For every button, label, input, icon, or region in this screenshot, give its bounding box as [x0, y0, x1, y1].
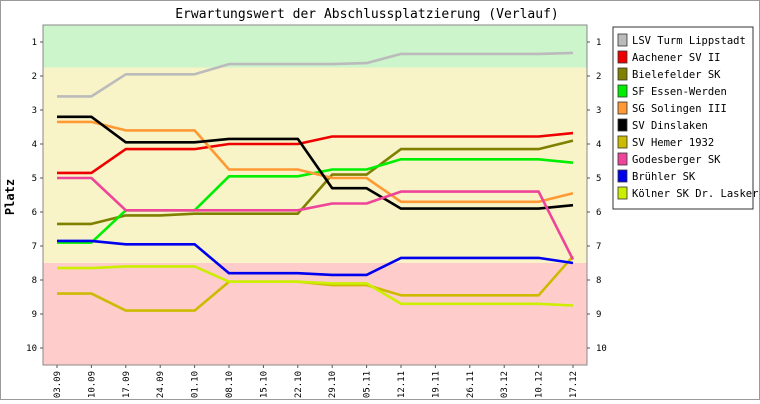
- legend-swatch: [617, 33, 628, 47]
- chart-title: Erwartungswert der Abschlussplatzierung …: [175, 7, 559, 22]
- y-axis-left: 1 2 3 4 5 6 7 8 9 10: [26, 38, 43, 354]
- x-tick-label: 12.11: [397, 371, 407, 398]
- legend-entry-label: Brühler SK: [632, 171, 696, 183]
- y-tick-label-left: 9: [32, 310, 37, 320]
- series-line-9: [57, 239, 574, 277]
- x-tick-label: 19.11: [431, 371, 441, 398]
- x-tick-label: 15.10: [259, 371, 269, 398]
- zone-band-2: [43, 263, 587, 365]
- series-lines: [57, 51, 575, 312]
- x-tick-label: 22.10: [294, 371, 304, 398]
- y-tick-label-left: 6: [32, 208, 37, 218]
- x-tick-label: 01.10: [191, 371, 201, 398]
- series-line-1: [57, 51, 574, 98]
- y-tick-label-right: 7: [596, 242, 601, 252]
- legend-swatch: [617, 50, 628, 64]
- legend-entry-label: Godesberger SK: [632, 154, 721, 166]
- series-line-8: [57, 176, 575, 261]
- y-axis-right: 1 2 3 4 5 6 7 8 9 10: [587, 38, 607, 354]
- series-line-5: [57, 120, 574, 204]
- legend-entry-label: Bielefelder SK: [632, 69, 721, 81]
- series-line-3: [57, 139, 574, 226]
- y-tick-label-right: 3: [596, 106, 601, 116]
- x-tick-label: 26.11: [466, 371, 476, 398]
- legend-box: [612, 26, 754, 210]
- y-tick-label-left: 7: [32, 242, 37, 252]
- x-tick-label: 08.10: [225, 371, 235, 398]
- y-tick-label-right: 4: [596, 140, 601, 150]
- x-tick-label: 03.09: [53, 371, 63, 398]
- zone-band-0: [43, 25, 587, 68]
- y-tick-label-left: 8: [32, 276, 37, 286]
- y-tick-label-left: 1: [32, 38, 37, 48]
- x-tick-label: 17.12: [569, 371, 579, 398]
- legend-swatch: [617, 101, 628, 115]
- legend-entry-label: Aachener SV II: [632, 52, 721, 64]
- y-tick-label-left: 4: [32, 140, 37, 150]
- y-axis-label: Platz: [3, 179, 17, 215]
- y-tick-label-right: 5: [596, 174, 601, 184]
- legend-entry-label: SG Solingen III: [632, 103, 727, 115]
- x-tick-label: 17.09: [122, 371, 132, 398]
- legend: LSV Turm Lippstadt Aachener SV II Bielefel…: [612, 26, 758, 210]
- legend-swatch: [617, 84, 628, 98]
- legend-entry-label: LSV Turm Lippstadt: [632, 35, 746, 47]
- legend-swatch: [617, 152, 628, 166]
- legend-entry-label: Kölner SK Dr. Lasker: [632, 188, 758, 200]
- y-tick-label-right: 6: [596, 208, 601, 218]
- y-tick-label-left: 5: [32, 174, 37, 184]
- series-line-10: [57, 265, 574, 307]
- legend-swatch: [617, 135, 628, 149]
- x-tick-label: 03.12: [500, 371, 510, 398]
- y-tick-label-right: 1: [596, 38, 601, 48]
- y-tick-label-right: 8: [596, 276, 601, 286]
- x-tick-label: 29.10: [328, 371, 338, 398]
- x-axis: 03.09 10.09 17.09 24.09 01.10 08.10 15.10 22.10…: [53, 365, 579, 398]
- x-tick-label: 24.09: [156, 371, 166, 398]
- x-tick-label: 05.11: [363, 371, 373, 398]
- y-tick-label-right: 2: [596, 72, 601, 82]
- plot-frame: [42, 24, 588, 366]
- y-tick-label-right: 9: [596, 310, 601, 320]
- legend-swatch: [617, 118, 628, 132]
- legend-entry-label: SV Hemer 1932: [632, 137, 714, 149]
- x-tick-label: 10.09: [87, 371, 97, 398]
- x-tick-label: 10.12: [535, 371, 545, 398]
- legend-swatch: [617, 67, 628, 81]
- y-tick-label-left: 2: [32, 72, 37, 82]
- legend-entry-label: SV Dinslaken: [632, 120, 708, 132]
- y-tick-label-left: 10: [26, 344, 37, 354]
- y-tick-label-left: 3: [32, 106, 37, 116]
- legend-entry-label: SF Essen-Werden: [632, 86, 727, 98]
- y-tick-label-right: 10: [596, 344, 607, 354]
- legend-swatch: [617, 169, 628, 183]
- series-line-2: [57, 131, 574, 175]
- legend-swatch: [617, 186, 628, 200]
- series-line-6: [57, 115, 574, 210]
